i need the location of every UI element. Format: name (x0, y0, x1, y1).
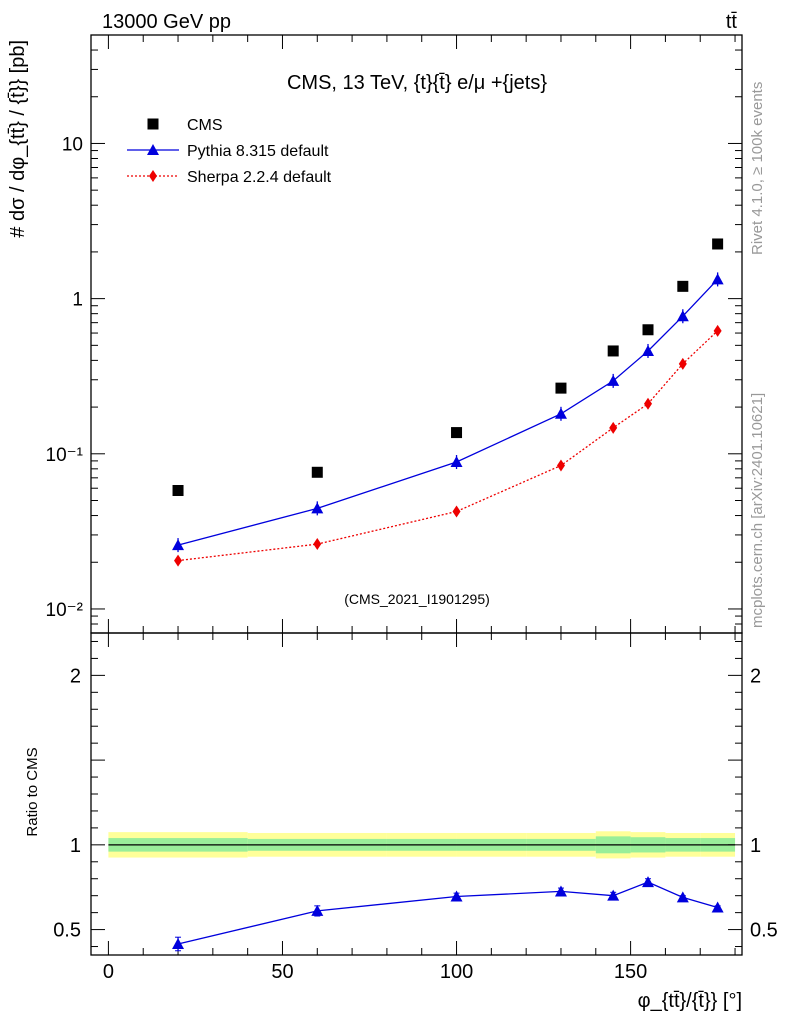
legend-label: Sherpa 2.2.4 default (187, 169, 332, 186)
data-point-cms (311, 466, 323, 478)
analysis-label: (CMS_2021_I1901295) (344, 591, 490, 607)
ratio-data-point (554, 885, 567, 897)
data-point-pythia (554, 407, 567, 419)
data-point-pythia (676, 310, 689, 322)
x-tick-label: 0 (103, 961, 114, 983)
ratio-panel: 0.5 0.5 1 1 2 2 0 50 100 150 Ratio to CMS φ_{tt̄}/{… (24, 632, 778, 1012)
data-point-pythia (711, 273, 724, 285)
x-axis-label: φ_{tt̄}/{t̄}} [°] (638, 990, 742, 1012)
y-tick-label: 10 (62, 134, 83, 155)
y-tick-label: 10⁻¹ (46, 445, 84, 466)
data-point-sherpa (313, 538, 322, 551)
ratio-data-point (311, 904, 324, 916)
data-point-cms (642, 324, 654, 336)
ratio-data-point (607, 889, 620, 901)
y-tick-label: 10⁻² (46, 600, 84, 621)
data-point-cms (712, 238, 724, 250)
data-point-sherpa (452, 505, 461, 518)
ratio-data-point (676, 891, 689, 903)
x-tick-label: 150 (614, 961, 647, 983)
data-point-sherpa (174, 554, 183, 567)
ratio-y-tick-label-right: 0.5 (750, 920, 778, 942)
ratio-y-tick-label: 0.5 (53, 920, 81, 942)
ratio-y-axis-label: Ratio to CMS (24, 747, 41, 836)
data-point-sherpa (609, 421, 618, 434)
legend-marker-sherpa (149, 170, 157, 182)
data-point-pythia (607, 374, 620, 386)
series-line-1 (177, 278, 719, 546)
data-point-cms (172, 485, 184, 497)
legend-label: CMS (187, 117, 223, 134)
y-tick-label: 1 (72, 290, 83, 311)
ratio-data-point (450, 890, 463, 902)
data-point-pythia (172, 539, 185, 551)
data-point-pythia (642, 344, 655, 356)
data-point-cms (451, 427, 463, 439)
energy-label: 13000 GeV pp (102, 11, 231, 33)
process-label: tt̄ (726, 11, 738, 33)
ratio-y-tick-label: 2 (70, 665, 81, 687)
ratio-frame (90, 632, 743, 956)
data-point-cms (677, 280, 689, 292)
legend-marker-cms (147, 118, 159, 130)
y-axis-label: # dσ / dφ_{tt̄} / {t̄}} [pb] (7, 40, 29, 238)
x-tick-label: 50 (271, 961, 293, 983)
main-panel: 10 1 10⁻¹ 10⁻² CMS, 13 TeV, {t}{t̄} e/μ +{je… (7, 34, 743, 634)
mcplots-label: mcplots.cern.ch [arXiv:2401.10621] (749, 393, 766, 628)
data-point-pythia (450, 456, 463, 468)
ratio-series-line (177, 881, 718, 945)
data-point-cms (555, 382, 567, 394)
legend-marker-pythia (147, 144, 159, 155)
data-point-sherpa (644, 397, 653, 410)
series-line-2 (177, 330, 719, 562)
ratio-y-tick-label-right: 1 (750, 835, 761, 857)
rivet-label: Rivet 4.1.0, ≥ 100k events (749, 82, 766, 255)
ratio-data-point (711, 901, 724, 913)
data-point-sherpa (556, 459, 565, 472)
data-point-sherpa (678, 357, 687, 370)
ratio-data-point (642, 876, 655, 888)
data-point-pythia (311, 502, 324, 514)
data-point-sherpa (713, 324, 722, 337)
x-tick-label: 100 (440, 961, 473, 983)
ratio-data-point (172, 937, 185, 949)
data-point-cms (607, 345, 619, 357)
chart-title: CMS, 13 TeV, {t}{t̄} e/μ +{jets} (287, 72, 547, 94)
ratio-y-tick-label: 1 (70, 835, 81, 857)
ratio-y-tick-label-right: 2 (750, 665, 761, 687)
legend-label: Pythia 8.315 default (187, 143, 329, 160)
